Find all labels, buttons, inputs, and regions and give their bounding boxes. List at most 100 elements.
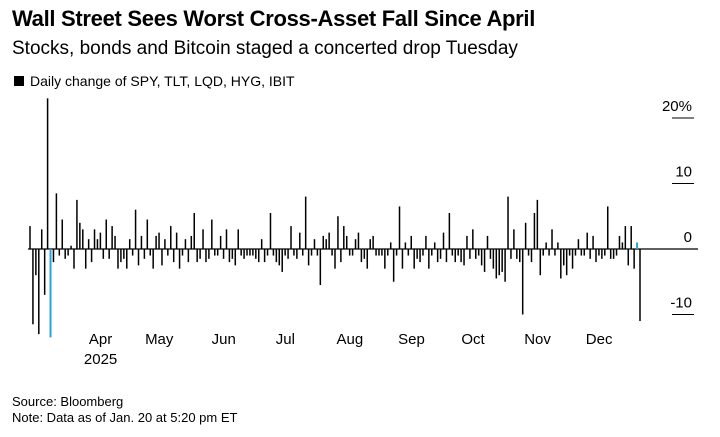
bar [161,249,163,266]
bar [454,249,456,263]
bar [363,249,366,259]
bar [548,249,550,256]
bar [322,235,325,249]
bar [387,249,389,256]
bar [395,249,398,256]
bar [316,249,319,256]
bar [231,249,234,259]
bar [126,249,128,269]
bar [580,249,583,256]
bar [178,249,181,269]
highlight-bar [636,242,639,249]
bar [117,249,119,269]
bar [442,232,445,249]
bar [592,235,594,249]
bar [61,219,64,249]
bar [319,249,322,286]
x-tick-label: Apr [89,331,112,348]
bar [448,212,451,249]
bar [76,199,78,249]
bar [246,249,248,256]
bar [313,239,316,249]
bar [172,249,175,263]
bar [524,222,527,249]
bar [184,239,187,249]
bar [375,249,377,256]
bar [507,196,509,249]
bar [609,249,612,259]
bar [521,249,524,315]
bar [222,249,225,259]
bar [477,249,480,256]
bar [202,229,204,249]
bar [331,249,333,256]
bar [498,249,500,276]
bar [146,219,149,249]
bar [140,235,143,249]
bar [533,212,536,249]
bar [158,232,160,249]
bar [225,229,228,249]
bar [410,235,412,249]
bar [128,239,131,249]
bar [439,249,442,259]
bar [199,249,201,259]
bar [40,229,43,249]
bar [516,249,518,259]
bar [472,229,474,249]
data-note: Note: Data as of Jan. 20 at 5:20 pm ET [12,410,238,425]
bar [451,249,454,256]
x-tick-label: Sep [398,331,425,348]
bar [436,249,439,263]
bar [263,249,266,263]
bar [554,249,556,256]
legend-label: Daily change of SPY, TLT, LQD, HYG, IBIT [30,73,295,89]
bar [328,232,330,249]
bar [369,239,371,249]
bar [337,216,339,249]
bar [510,249,512,259]
bar [304,196,307,249]
bar [606,206,609,249]
bar [114,235,116,249]
bar [624,226,627,249]
bar [258,249,260,263]
bar [46,98,49,249]
bar [266,249,269,256]
x-tick-label: Dec [586,331,613,348]
bar [351,249,354,256]
x-tick-label: Jun [212,331,236,348]
bar [35,249,37,276]
bar [155,235,157,249]
bar [243,249,245,259]
bar [29,226,31,249]
bar [102,249,105,259]
bar [595,249,597,263]
bar [325,239,327,249]
bar [428,249,430,269]
bar [193,212,195,249]
bar [237,229,239,249]
bar [281,249,283,272]
bar [343,226,345,249]
x-tick-year-label: 2025 [84,351,117,368]
bar [419,249,421,263]
bar [401,249,404,269]
bar [345,235,348,249]
y-tick-label: -10 [670,295,692,312]
bar [621,242,624,249]
bar [240,249,242,256]
bar [577,239,580,249]
bar [392,249,395,282]
bar [565,249,568,276]
bar [530,249,533,263]
chart-title: Wall Street Sees Worst Cross-Asset Fall … [12,6,536,31]
bar [93,229,96,249]
bar [296,249,298,259]
bar [536,199,539,249]
bar [181,249,184,256]
bar [108,249,110,259]
bar [492,249,495,269]
bar [425,235,427,249]
bar [278,249,281,266]
